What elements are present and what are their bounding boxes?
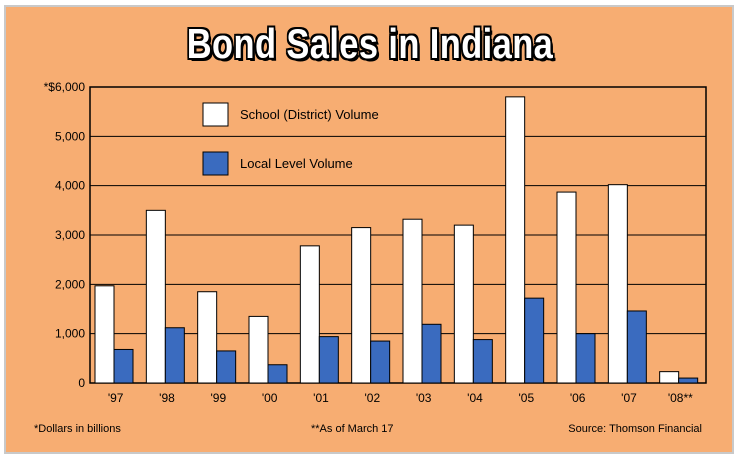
school-volume-bar: [351, 227, 372, 384]
legend: School (District) Volume Local Level Volu…: [202, 102, 379, 176]
school-volume-bar: [299, 245, 320, 384]
local-volume-bar: [113, 348, 134, 384]
y-tick-label: *$6,000: [44, 80, 86, 94]
x-tick-label: '04: [467, 391, 483, 405]
y-tick-label: 0: [78, 376, 85, 390]
local-volume-bar: [370, 340, 391, 384]
school-volume-bar: [607, 184, 628, 384]
x-tick-label: '05: [519, 391, 535, 405]
y-tick-label: 2,000: [55, 277, 85, 291]
x-tick-label: '98: [159, 391, 175, 405]
school-volume-bar: [248, 315, 269, 384]
y-tick-label: 4,000: [55, 179, 85, 193]
x-tick-label: '00: [262, 391, 278, 405]
school-volume-bar: [556, 191, 577, 384]
chart-title: Bond Sales in Indiana: [186, 20, 554, 67]
local-volume-bar: [216, 350, 237, 384]
legend-label-school: School (District) Volume: [240, 107, 379, 122]
school-volume-bar: [402, 218, 423, 384]
y-tick-label: 5,000: [55, 129, 85, 143]
school-volume-bar: [197, 291, 218, 384]
school-volume-bar: [453, 224, 474, 384]
local-volume-bar: [524, 297, 545, 384]
x-tick-label: '03: [416, 391, 432, 405]
local-volume-bar: [575, 333, 596, 384]
school-volume-bar: [94, 285, 115, 384]
x-tick-label: '07: [621, 391, 637, 405]
legend-swatch-school: [202, 102, 229, 127]
school-volume-bar: [145, 209, 166, 384]
bars: [94, 96, 699, 384]
footnote-dollars: *Dollars in billions: [34, 423, 121, 435]
x-tick-label: '08**: [668, 391, 693, 405]
x-tick-label: '97: [108, 391, 124, 405]
local-volume-bar: [472, 339, 493, 384]
school-volume-bar: [505, 96, 526, 384]
y-tick-label: 1,000: [55, 327, 85, 341]
local-volume-bar: [267, 364, 288, 384]
x-tick-label: '06: [570, 391, 586, 405]
footnote-as-of: **As of March 17: [311, 423, 394, 435]
local-volume-bar: [318, 336, 339, 384]
x-tick-label: '01: [313, 391, 329, 405]
school-volume-bar: [659, 371, 680, 384]
legend-swatch-local: [202, 151, 229, 176]
x-tick-label: '02: [365, 391, 381, 405]
local-volume-bar: [164, 327, 185, 384]
x-tick-label: '99: [211, 391, 227, 405]
local-volume-bar: [678, 377, 699, 384]
x-axis-ticks: '97 '98 '99 '00 '01 '02 '03 '04 '05 '06 '07 '08**: [108, 391, 693, 405]
footnote-source: Source: Thomson Financial: [568, 423, 702, 435]
y-tick-label: 3,000: [55, 228, 85, 242]
gridlines: [90, 135, 706, 335]
y-axis-ticks: 0 1,000 2,000 3,000 4,000 5,000 *$6,000: [44, 80, 86, 390]
local-volume-bar: [421, 323, 442, 384]
local-volume-bar: [626, 310, 647, 384]
legend-label-local: Local Level Volume: [240, 156, 353, 171]
